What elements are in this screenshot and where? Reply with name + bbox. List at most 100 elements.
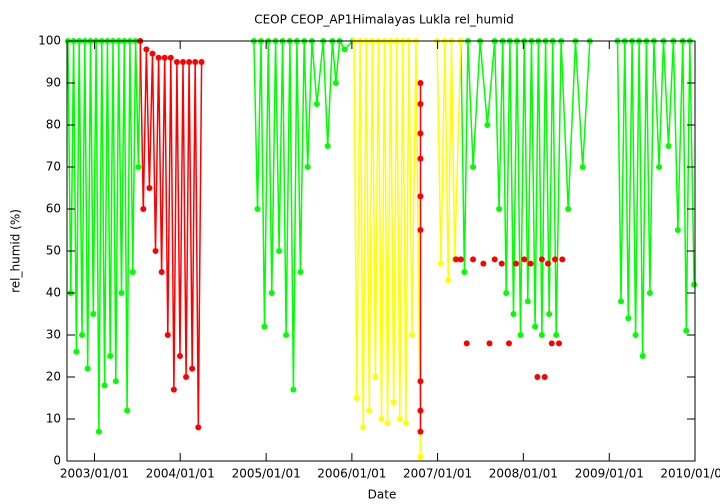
- data-point: [565, 206, 572, 212]
- data-point: [95, 428, 102, 435]
- data-point: [195, 424, 202, 431]
- data-point: [143, 46, 150, 53]
- data-point: [390, 399, 397, 406]
- data-point: [521, 256, 528, 263]
- data-point: [176, 353, 183, 359]
- data-point: [366, 407, 373, 414]
- data-point: [79, 332, 86, 338]
- data-point: [360, 424, 367, 431]
- data-point: [170, 386, 177, 393]
- data-point: [452, 256, 459, 263]
- data-point: [417, 378, 424, 385]
- data-point: [290, 386, 297, 393]
- data-point: [254, 206, 261, 212]
- data-point: [73, 348, 80, 355]
- data-point: [135, 164, 142, 170]
- data-point: [437, 260, 444, 267]
- data-point: [146, 185, 153, 191]
- data-point: [155, 54, 162, 61]
- data-point: [84, 365, 91, 372]
- data-point: [579, 164, 586, 170]
- data-point: [470, 256, 477, 263]
- data-point: [313, 101, 320, 107]
- data-point: [445, 277, 452, 284]
- x-tick-label: 2009/01/01: [575, 467, 644, 481]
- data-point: [164, 332, 171, 338]
- data-point: [656, 164, 663, 170]
- data-point: [353, 395, 360, 401]
- data-point: [158, 269, 165, 275]
- data-point: [544, 260, 551, 267]
- data-point: [112, 378, 119, 385]
- data-point: [546, 311, 553, 317]
- data-point: [503, 290, 510, 296]
- data-point: [532, 323, 539, 330]
- x-tick-label: 2004/01/01: [146, 467, 215, 481]
- data-point: [486, 340, 493, 347]
- data-point: [152, 248, 159, 254]
- data-point: [149, 50, 156, 57]
- data-point: [463, 340, 470, 347]
- y-tick-label: 40: [46, 286, 61, 300]
- data-point: [332, 80, 339, 86]
- data-point: [632, 332, 639, 338]
- data-point: [417, 453, 424, 460]
- x-tick-label: 2003/01/01: [60, 467, 129, 481]
- data-point: [618, 298, 625, 305]
- data-point: [283, 332, 290, 338]
- chart-title: CEOP CEOP_AP1Himalayas Lukla rel_humid: [254, 13, 514, 27]
- data-point: [461, 269, 468, 275]
- data-point: [484, 122, 491, 128]
- y-tick-label: 70: [46, 160, 61, 174]
- data-point: [384, 420, 391, 427]
- data-point: [140, 206, 147, 212]
- data-point: [378, 416, 385, 422]
- data-point: [505, 340, 512, 347]
- data-point: [161, 54, 168, 61]
- data-point: [417, 428, 424, 435]
- data-point: [548, 340, 555, 347]
- data-point: [192, 59, 199, 65]
- data-point: [665, 143, 672, 149]
- data-point: [538, 332, 545, 338]
- y-tick-label: 0: [53, 454, 61, 468]
- data-point: [527, 260, 534, 267]
- y-tick-label: 90: [46, 76, 61, 90]
- data-point: [470, 164, 477, 170]
- data-point: [183, 374, 190, 380]
- data-point: [556, 340, 563, 347]
- x-tick-label: 2005/01/01: [232, 467, 301, 481]
- data-point: [261, 323, 268, 330]
- data-point: [341, 46, 348, 53]
- data-point: [457, 256, 464, 263]
- y-tick-label: 50: [46, 244, 61, 258]
- data-point: [639, 353, 646, 359]
- x-tick-label: 2008/01/01: [489, 467, 558, 481]
- data-point: [517, 332, 524, 338]
- y-tick-label: 20: [46, 370, 61, 384]
- data-point: [417, 193, 424, 200]
- data-point: [491, 256, 498, 263]
- y-tick-label: 60: [46, 202, 61, 216]
- data-point: [107, 353, 114, 359]
- data-point: [396, 416, 403, 422]
- data-point: [402, 420, 409, 427]
- y-tick-label: 80: [46, 118, 61, 132]
- data-point: [552, 256, 559, 263]
- data-point: [90, 311, 97, 317]
- y-tick-label: 10: [46, 412, 61, 426]
- data-point: [513, 260, 520, 267]
- data-point: [124, 407, 131, 414]
- y-tick-label: 30: [46, 328, 61, 342]
- data-point: [276, 248, 283, 254]
- y-tick-label: 100: [38, 34, 61, 48]
- data-point: [167, 54, 174, 61]
- data-point: [180, 59, 187, 65]
- data-point: [417, 80, 424, 86]
- data-point: [409, 332, 416, 338]
- data-point: [496, 206, 503, 212]
- data-point: [538, 256, 545, 263]
- data-point: [304, 164, 311, 170]
